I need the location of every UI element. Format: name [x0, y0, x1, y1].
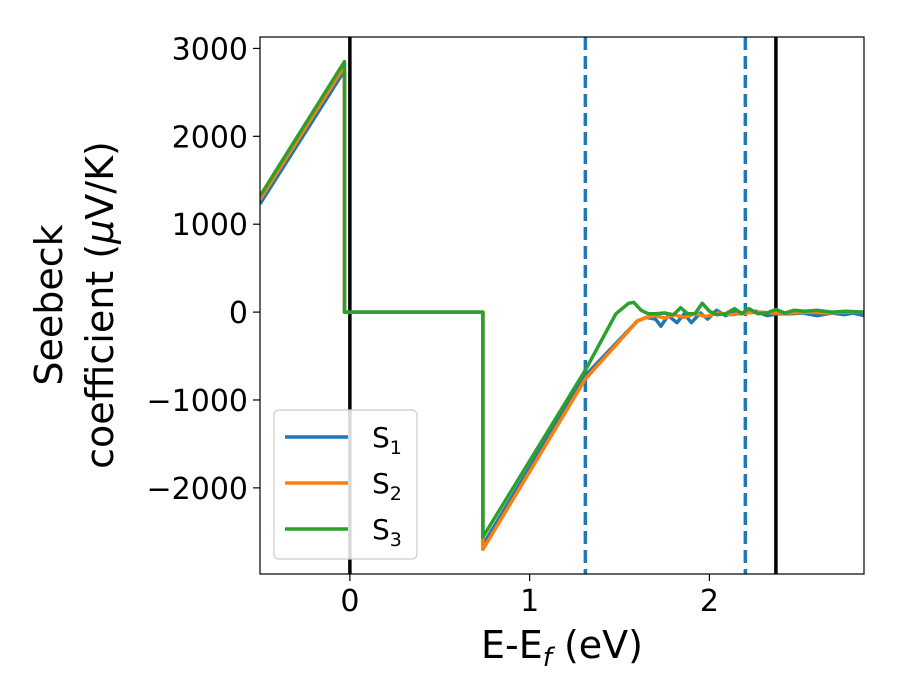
legend-label-s1: S1 — [372, 421, 402, 459]
x-axis-title: E-Ef (eV) — [481, 623, 643, 673]
y-axis-title-line2: coefficient (μV/K) — [78, 141, 122, 469]
legend: S1 S2 S3 — [273, 409, 418, 560]
x-tick-label: 0 — [340, 584, 359, 619]
x-tick-label: 1 — [520, 584, 539, 619]
y-tick-label: −1000 — [147, 384, 248, 419]
legend-label-s2: S2 — [372, 467, 402, 505]
y-axis-title: Seebeck coefficient (μV/K) — [27, 141, 122, 469]
x-tick-label: 2 — [700, 584, 719, 619]
y-tick-label: 2000 — [172, 120, 248, 155]
y-tick-label: 3000 — [172, 32, 248, 67]
axes-frame — [259, 36, 865, 575]
y-tick-label: 1000 — [172, 208, 248, 243]
y-tick-label: 0 — [229, 296, 248, 331]
y-axis-ticks: 3000 2000 1000 0 −1000 −2000 — [147, 32, 260, 507]
x-axis-ticks: 0 1 2 — [340, 574, 719, 619]
y-axis-title-line1: Seebeck — [27, 224, 71, 385]
series-layer — [260, 59, 864, 552]
series-line-s3 — [260, 59, 864, 539]
legend-label-s3: S3 — [372, 513, 402, 551]
y-tick-label: −2000 — [147, 472, 248, 507]
